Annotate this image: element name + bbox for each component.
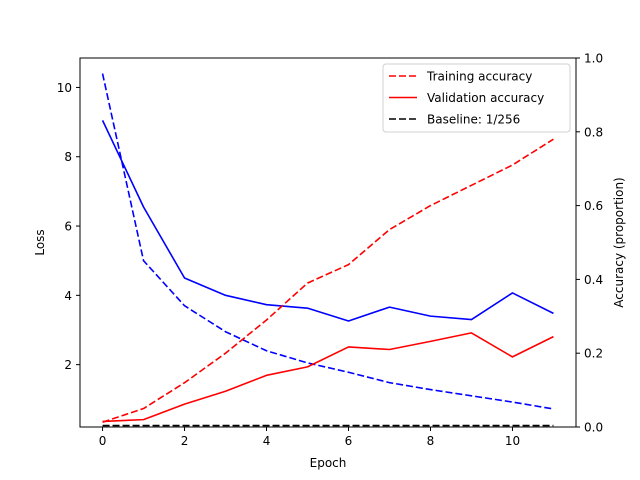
legend-box bbox=[382, 63, 571, 133]
series-3-line bbox=[102, 332, 554, 423]
x-tick-label: 10 bbox=[505, 434, 520, 448]
series-1-line bbox=[101, 120, 554, 322]
legend-label: Baseline: 1/256 bbox=[427, 113, 520, 127]
plot-frame bbox=[79, 57, 577, 428]
y-right-axis-label: Accuracy (proportion) bbox=[612, 177, 626, 307]
x-tick-label: 4 bbox=[263, 434, 271, 448]
y-right-tick-label: 0.0 bbox=[584, 421, 603, 435]
y-left-tick-label: 6 bbox=[64, 220, 72, 234]
x-tick-label: 6 bbox=[345, 434, 353, 448]
y-left-tick-label: 2 bbox=[64, 358, 72, 372]
legend: Training accuracy Validation accuracy Base… bbox=[382, 63, 571, 133]
x-tick-label: 8 bbox=[427, 434, 435, 448]
y-right-tick-label: 1.0 bbox=[584, 52, 603, 66]
y-right-tick-label: 0.6 bbox=[584, 199, 603, 213]
legend-label: Validation accuracy bbox=[427, 91, 544, 105]
y-left-tick-label: 8 bbox=[64, 150, 72, 164]
x-tick-label: 2 bbox=[181, 434, 189, 448]
y-left-axis-label: Loss bbox=[33, 229, 47, 255]
x-axis-label: Epoch bbox=[310, 456, 347, 470]
y-right-tick-label: 0.8 bbox=[584, 125, 603, 139]
y-right-tick-label: 0.4 bbox=[584, 273, 603, 287]
x-tick-label: 0 bbox=[99, 434, 107, 448]
legend-label: Training accuracy bbox=[426, 70, 532, 84]
y-left-tick-label: 4 bbox=[64, 289, 72, 303]
y-left-tick-label: 10 bbox=[57, 81, 72, 95]
y-right-tick-label: 0.2 bbox=[584, 347, 603, 361]
series-2-line bbox=[102, 138, 554, 423]
series-0-line bbox=[101, 73, 554, 410]
